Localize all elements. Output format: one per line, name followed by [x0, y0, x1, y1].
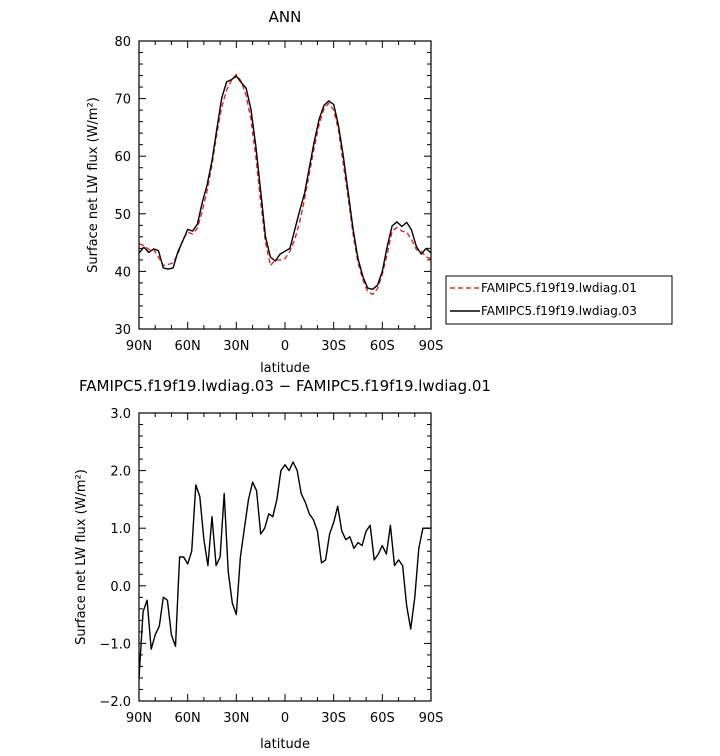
bottom-x-tick-label: 60N — [175, 711, 201, 726]
top-y-tick-label: 70 — [114, 93, 131, 108]
bottom-x-tick-label: 90S — [419, 711, 444, 726]
top-series-line-1 — [138, 73, 432, 296]
top-x-tick-label: 60S — [370, 339, 395, 354]
bottom-series-line-1 — [138, 461, 431, 679]
top-x-tick-label: 90N — [126, 339, 152, 354]
legend-box — [445, 275, 673, 325]
top-y-axis-label: Surface net LW flux (W/m²) — [86, 97, 101, 273]
bottom-y-tick-label: 3.0 — [110, 407, 131, 422]
bottom-x-tick-label: 90N — [126, 711, 152, 726]
bottom-y-tick-label: 1.0 — [110, 522, 131, 537]
bottom-x-axis-label: latitude — [260, 737, 310, 752]
bottom-panel: FAMIPC5.f19f19.lwdiag.03 − FAMIPC5.f19f1… — [74, 377, 491, 752]
top-x-tick-label: 60N — [175, 339, 201, 354]
top-series-line-2 — [138, 75, 432, 290]
bottom-y-tick-label: −1.0 — [99, 637, 131, 652]
bottom-chart-title: FAMIPC5.f19f19.lwdiag.03 − FAMIPC5.f19f1… — [79, 377, 491, 395]
top-chart-title: ANN — [269, 8, 302, 26]
bottom-y-tick-label: 0.0 — [110, 580, 131, 595]
top-y-tick-label: 80 — [114, 35, 131, 50]
bottom-y-tick-label: −2.0 — [99, 695, 131, 710]
top-y-tick-label: 60 — [114, 150, 131, 165]
top-x-tick-label: 30S — [321, 339, 346, 354]
top-x-tick-label: 0 — [281, 339, 289, 354]
bottom-x-tick-label: 30N — [223, 711, 249, 726]
legend-label-series-1: FAMIPC5.f19f19.lwdiag.01 — [481, 281, 637, 295]
top-x-axis-label: latitude — [260, 361, 310, 376]
bottom-y-axis-label: Surface net LW flux (W/m²) — [74, 469, 89, 645]
top-y-tick-label: 30 — [114, 323, 131, 338]
top-y-tick-label: 50 — [114, 208, 131, 223]
bottom-x-tick-label: 60S — [370, 711, 395, 726]
bottom-x-tick-label: 30S — [321, 711, 346, 726]
bottom-x-tick-label: 0 — [281, 711, 289, 726]
legend: FAMIPC5.f19f19.lwdiag.01 FAMIPC5.f19f19.… — [445, 275, 673, 325]
legend-label-series-2: FAMIPC5.f19f19.lwdiag.03 — [481, 304, 637, 318]
top-x-tick-label: 30N — [223, 339, 249, 354]
top-x-tick-label: 90S — [419, 339, 444, 354]
top-y-tick-label: 40 — [114, 265, 131, 280]
bottom-y-tick-label: 2.0 — [110, 465, 131, 480]
top-plot-frame — [138, 40, 432, 330]
top-panel: ANN 90N 60N 30N 0 30S 60S 90S 30 40 50 60 70 80 lati… — [86, 8, 443, 376]
